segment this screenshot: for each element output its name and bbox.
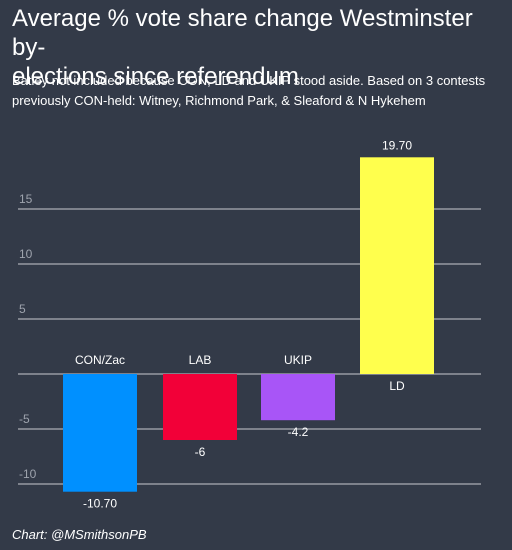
value-label: 19.70 (382, 138, 412, 152)
y-tick-label: -5 (19, 412, 30, 426)
value-label: -4.2 (288, 425, 309, 439)
value-label: -6 (195, 445, 206, 459)
y-tick-label: 15 (19, 192, 33, 206)
y-tick-label: -10 (19, 467, 37, 481)
chart-subtitle: Batley not included because CON, LD and … (12, 73, 486, 108)
category-label: UKIP (284, 353, 312, 367)
chart-credit: Chart: @MSmithsonPB (12, 527, 147, 542)
category-label: CON/Zac (75, 353, 125, 367)
category-label: LAB (189, 353, 212, 367)
y-tick-label: 5 (19, 302, 26, 316)
value-label: -10.70 (83, 497, 117, 511)
category-label: LD (389, 379, 405, 393)
bar (163, 374, 237, 440)
bar (261, 374, 335, 421)
bar (360, 157, 434, 374)
value-labels: -10.70 -6 -4.2 19.70 (83, 138, 412, 510)
y-tick-label: 10 (19, 247, 33, 261)
y-tick-labels: -10 -5 5 10 15 (19, 192, 37, 481)
bar (63, 374, 137, 492)
bars (63, 157, 434, 492)
chart-title: Average % vote share change Westminster … (12, 5, 473, 90)
category-labels: CON/Zac LAB UKIP LD (75, 353, 405, 393)
